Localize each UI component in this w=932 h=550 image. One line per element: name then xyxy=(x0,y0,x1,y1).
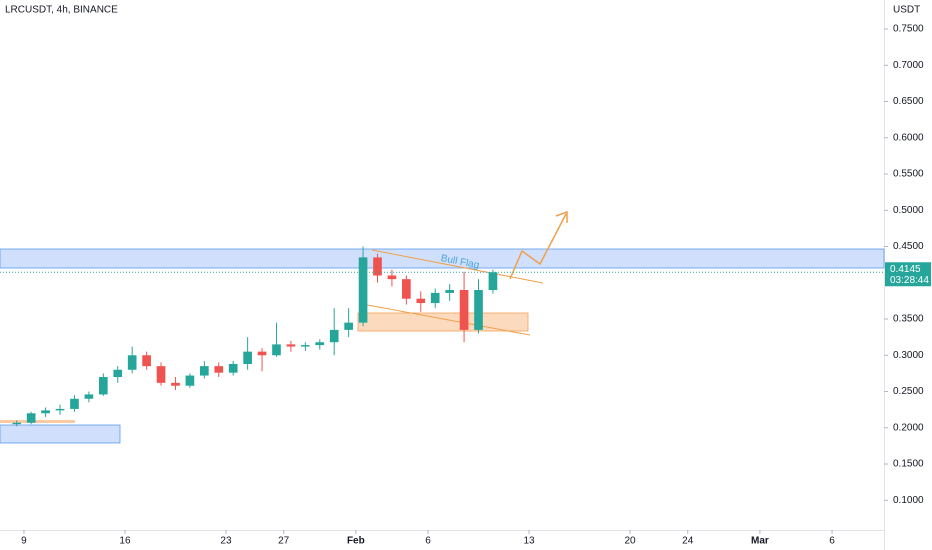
candle-body xyxy=(26,413,36,423)
candle-body xyxy=(459,290,469,330)
y-tick-label: 0.4500 xyxy=(893,241,924,252)
last-price-label: 0.4145 xyxy=(890,264,921,275)
demand-zone xyxy=(357,312,529,332)
y-tick-label: 0.5500 xyxy=(893,169,924,180)
candle-body xyxy=(200,366,209,376)
projection-arrow xyxy=(509,213,567,280)
candle-body xyxy=(156,366,166,383)
candle-body xyxy=(272,344,281,356)
candle-body xyxy=(12,422,22,425)
x-tick-label: 23 xyxy=(220,536,232,547)
candle-body xyxy=(171,382,180,386)
flag-bottom-line xyxy=(361,303,531,336)
candle-body xyxy=(70,398,79,409)
y-tick-label: 0.3500 xyxy=(893,314,924,325)
candle-body xyxy=(127,355,137,370)
candle-body xyxy=(214,366,224,373)
candle-body xyxy=(84,394,94,399)
candle-body xyxy=(430,292,440,304)
candle-body xyxy=(445,290,454,293)
x-tick-label: Feb xyxy=(347,536,365,547)
candle-body xyxy=(373,257,382,276)
currency-label: USDT xyxy=(893,5,920,16)
candle-body xyxy=(55,408,65,411)
candle-body xyxy=(113,369,123,378)
countdown-label: 03:28:44 xyxy=(890,275,929,286)
last-price-box xyxy=(885,262,931,287)
candle-body xyxy=(185,375,195,386)
candle-body xyxy=(488,272,498,291)
candle-body xyxy=(315,342,325,346)
x-tick-label: 13 xyxy=(523,536,535,547)
x-tick-label: 9 xyxy=(21,536,27,547)
y-tick-label: 0.3000 xyxy=(893,350,924,361)
candle-body xyxy=(228,363,238,373)
arrow-head xyxy=(555,210,568,223)
candle-body xyxy=(387,275,397,280)
y-tick-label: 0.2000 xyxy=(893,422,924,433)
candle-body xyxy=(98,377,108,395)
candle-body xyxy=(402,279,411,299)
y-tick-label: 0.7500 xyxy=(893,24,924,35)
candle-body xyxy=(142,355,151,367)
symbol-title: LRCUSDT, 4h, BINANCE xyxy=(5,5,118,16)
y-tick-label: 0.2500 xyxy=(893,386,924,397)
x-tick-label: 6 xyxy=(425,536,431,547)
candle-body xyxy=(329,329,339,343)
support-zone xyxy=(0,424,121,444)
candle-body xyxy=(474,290,483,330)
candle-body xyxy=(286,344,296,347)
candle-body xyxy=(344,322,353,330)
candle-body xyxy=(416,298,426,304)
x-tick-label: Mar xyxy=(751,536,769,547)
x-tick-label: 24 xyxy=(682,536,694,547)
candle-body xyxy=(41,410,50,414)
x-tick-label: 20 xyxy=(624,536,636,547)
y-tick-label: 0.5000 xyxy=(893,205,924,216)
demand-zone-small xyxy=(0,420,75,423)
y-tick-label: 0.6000 xyxy=(893,132,924,143)
y-tick-label: 0.6500 xyxy=(893,96,924,107)
x-tick-label: 6 xyxy=(829,536,835,547)
flag-top-line xyxy=(371,249,544,284)
y-tick-label: 0.1500 xyxy=(893,459,924,470)
resistance-zone xyxy=(0,248,885,269)
candle-body xyxy=(301,345,310,347)
candle-body xyxy=(257,351,267,356)
candle-body xyxy=(243,351,252,364)
y-tick-label: 0.7000 xyxy=(893,60,924,71)
x-tick-label: 27 xyxy=(278,536,290,547)
candle-body xyxy=(358,257,368,323)
y-tick-label: 0.1000 xyxy=(893,495,924,506)
x-tick-label: 16 xyxy=(119,536,131,547)
